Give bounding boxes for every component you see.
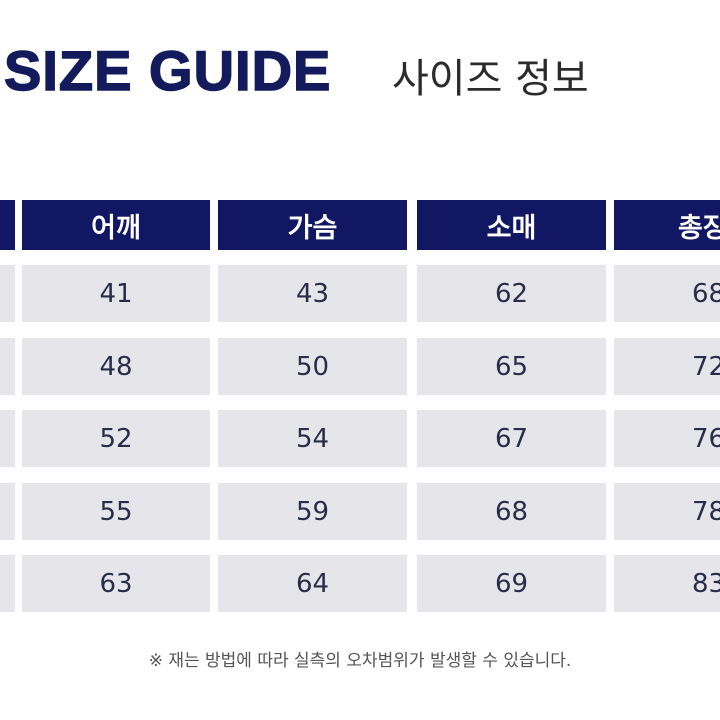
cell: 59 — [218, 483, 407, 540]
cell: 68 — [614, 265, 720, 322]
cell: 83 — [614, 555, 720, 612]
cell: 78 — [614, 483, 720, 540]
cell: 63 — [22, 555, 210, 612]
cell: 48 — [22, 338, 210, 395]
cell: 68 — [417, 483, 606, 540]
cell: 54 — [218, 410, 407, 467]
cell: 62 — [417, 265, 606, 322]
cell: 41 — [22, 265, 210, 322]
cell: 69 — [417, 555, 606, 612]
cell: 65 — [417, 338, 606, 395]
cell: 50 — [218, 338, 407, 395]
cell — [0, 338, 15, 395]
subtitle: 사이즈 정보 — [392, 56, 589, 102]
header-cell: 총장 — [614, 200, 720, 250]
title: SIZE GUIDE — [3, 38, 332, 103]
note: ※ 재는 방법에 따라 실측의 오차범위가 발생할 수 있습니다. — [148, 651, 572, 671]
header-cell — [0, 200, 15, 250]
cell: 55 — [22, 483, 210, 540]
cell — [0, 555, 15, 612]
cell: 52 — [22, 410, 210, 467]
cell: 64 — [218, 555, 407, 612]
cell — [0, 265, 15, 322]
header-cell: 소매 — [417, 200, 606, 250]
cell — [0, 483, 15, 540]
cell: 43 — [218, 265, 407, 322]
header-cell: 가슴 — [218, 200, 407, 250]
header-cell: 어깨 — [22, 200, 210, 250]
cell: 72 — [614, 338, 720, 395]
cell: 67 — [417, 410, 606, 467]
cell — [0, 410, 15, 467]
cell: 76 — [614, 410, 720, 467]
